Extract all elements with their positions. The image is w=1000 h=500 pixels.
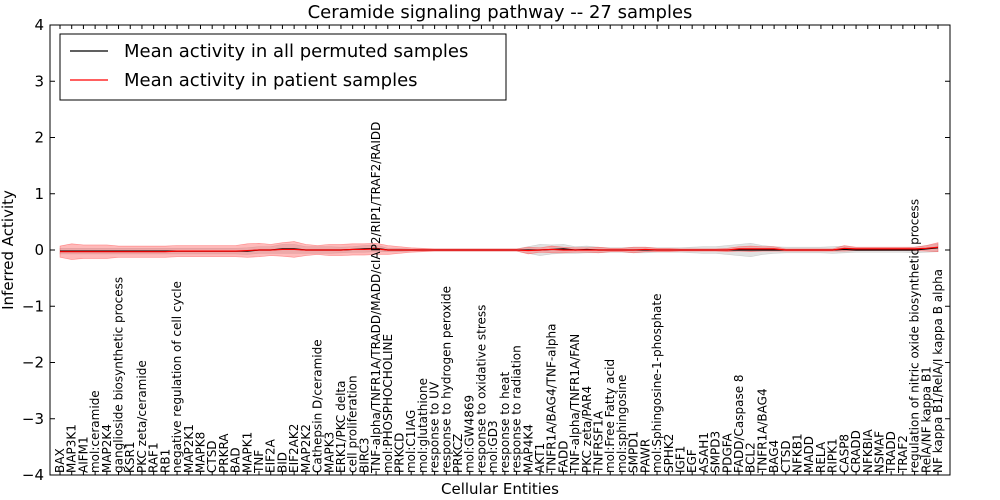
x-tick-label: mol:Free Fatty acid bbox=[603, 359, 617, 473]
x-tick-label: mol:GD3 bbox=[486, 420, 500, 473]
y-tick-label: 3 bbox=[34, 72, 44, 90]
x-tick-label: mol:C1IAG bbox=[404, 410, 418, 473]
x-tick-label: MAP2K1 bbox=[182, 424, 196, 473]
x-tick-label: SPHK2 bbox=[662, 434, 676, 473]
x-tick-label: PRKRA bbox=[217, 433, 231, 473]
x-tick-label: TNFR1A/BAG4 bbox=[755, 388, 769, 474]
x-tick-label: PKC zeta/ceramide bbox=[135, 360, 149, 473]
x-tick-label: PRKCD bbox=[392, 433, 406, 473]
y-tick-label: −2 bbox=[22, 354, 44, 372]
x-tick-label: ASAH1 bbox=[697, 432, 711, 473]
x-tick-label: regulation of nitric oxide biosynthetic … bbox=[908, 199, 922, 473]
x-tick-label: PRKCZ bbox=[451, 434, 465, 473]
x-tick-label: AIFM1 bbox=[76, 436, 90, 473]
y-tick-label: −1 bbox=[22, 297, 44, 315]
x-tick-label: TNF bbox=[252, 450, 266, 474]
x-tick-label: MAP3K1 bbox=[65, 424, 79, 473]
x-tick-label: EIF2AK2 bbox=[287, 424, 301, 473]
y-tick-label: 2 bbox=[34, 129, 44, 147]
plot-frame bbox=[49, 24, 951, 476]
x-tick-label: Cathepsin D/ceramide bbox=[311, 339, 325, 473]
x-tick-label: MAPK8 bbox=[193, 432, 207, 473]
x-tick-label: EIF2A bbox=[264, 438, 278, 473]
x-tick-label: RB1 bbox=[158, 449, 172, 473]
x-tick-label: BAG4 bbox=[767, 440, 781, 473]
x-tick-label: BIRC3 bbox=[357, 437, 371, 473]
x-tick-label: RAF1 bbox=[147, 442, 161, 473]
x-tick-label: response to heat bbox=[498, 371, 512, 473]
x-axis-label: Cellular Entities bbox=[441, 480, 559, 498]
x-tick-label: RIPK1 bbox=[826, 438, 840, 473]
x-tick-label: response to hydrogen peroxide bbox=[439, 286, 453, 473]
x-tick-label: TNF-alpha/TNFR1A/FAN bbox=[568, 334, 582, 474]
x-tick-label: mol:GW4869 bbox=[463, 395, 477, 473]
x-tick-label: NFKBIA bbox=[861, 428, 875, 473]
x-tick-label: TRAF2 bbox=[896, 435, 910, 474]
x-tick-label: RELA bbox=[814, 441, 828, 473]
x-tick-label: MADD bbox=[802, 436, 816, 473]
legend-box bbox=[59, 33, 507, 101]
x-tick-label: FADD/Caspase 8 bbox=[732, 374, 746, 473]
x-tick-label: FADD bbox=[556, 441, 570, 474]
y-tick-label: 0 bbox=[34, 241, 44, 259]
x-tick-label: BID bbox=[275, 452, 289, 473]
x-tick-label: BAD bbox=[229, 447, 243, 473]
x-tick-label: BCL2 bbox=[744, 442, 758, 473]
y-tick-label: 1 bbox=[34, 185, 44, 203]
x-tick-label: mol:glutathione bbox=[416, 378, 430, 473]
y-tick-label: −4 bbox=[22, 466, 44, 484]
legend-label-permuted: Mean activity in all permuted samples bbox=[124, 41, 468, 62]
x-tick-label: NFKB1 bbox=[791, 433, 805, 473]
x-tick-label: MAPK3 bbox=[322, 432, 336, 473]
x-tick-label: IGF1 bbox=[673, 446, 687, 473]
x-tick-label: TNFR1A/BAG4/TNF-alpha bbox=[545, 324, 559, 474]
y-tick-label: 4 bbox=[34, 16, 44, 34]
x-tick-label: mol:ceramide bbox=[88, 390, 102, 473]
x-tick-label: negative regulation of cell cycle bbox=[170, 281, 184, 473]
x-tick-label: MAP4K4 bbox=[521, 424, 535, 473]
x-tick-label: CRADD bbox=[849, 430, 863, 473]
x-tick-label: response to UV bbox=[428, 381, 442, 473]
legend-label-patient: Mean activity in patient samples bbox=[124, 70, 418, 91]
x-tick-label: cell proliferation bbox=[346, 375, 360, 473]
x-tick-label: CTSD bbox=[205, 440, 219, 473]
x-tick-label: SMPD3 bbox=[709, 431, 723, 473]
series-lines bbox=[60, 246, 939, 253]
x-tick-label: PDGFA bbox=[720, 432, 734, 473]
x-tick-label: RelA/NF kappa B1 bbox=[919, 366, 933, 473]
x-tick-label: PKC zeta/PAR4 bbox=[580, 386, 594, 473]
x-tick-label: BAX bbox=[53, 448, 67, 473]
x-ticks: BAXMAP3K1AIFM1mol:ceramideMAP2K4ganglios… bbox=[53, 25, 945, 475]
x-tick-label: MAP2K4 bbox=[100, 424, 114, 473]
x-tick-label: MAPK1 bbox=[240, 432, 254, 473]
x-tick-label: mol:sphingosine bbox=[615, 375, 629, 473]
x-tick-label: TRADD bbox=[884, 431, 898, 474]
x-tick-label: response to oxidative stress bbox=[474, 305, 488, 473]
x-tick-label: ganglioside biosynthetic process bbox=[112, 277, 126, 473]
x-tick-label: SMPD1 bbox=[627, 431, 641, 473]
x-tick-label: EGF bbox=[685, 449, 699, 473]
y-tick-label: −3 bbox=[22, 410, 44, 428]
x-tick-label: mol:Sphingosine-1-phosphate bbox=[650, 294, 664, 474]
x-tick-label: NF kappa B1/RelA/I kappa B alpha bbox=[931, 269, 945, 473]
x-tick-label: TNF-alpha/TNFR1A/TRADD/MADD/cIAP2/RIP1/T… bbox=[369, 122, 383, 474]
series-line-patient bbox=[60, 246, 939, 253]
legend: Mean activity in all permuted samples Me… bbox=[59, 33, 507, 101]
x-tick-label: NSMAF bbox=[872, 431, 886, 473]
x-tick-label: AKT1 bbox=[533, 443, 547, 473]
x-tick-label: response to radiation bbox=[510, 345, 524, 473]
chart-title: Ceramide signaling pathway -- 27 samples bbox=[308, 2, 693, 23]
x-tick-label: MAP2K2 bbox=[299, 424, 313, 473]
x-tick-label: PAWR bbox=[638, 439, 652, 473]
y-ticks: 4 3 2 1 0 −1 −2 −3 −4 bbox=[22, 16, 950, 484]
x-tick-label: TNFRSF1A bbox=[592, 410, 606, 474]
y-axis-label: Inferred Activity bbox=[0, 190, 17, 310]
x-tick-label: CTSD bbox=[779, 440, 793, 473]
x-tick-label: KSR1 bbox=[123, 442, 137, 473]
x-tick-label: CASP8 bbox=[837, 434, 851, 473]
x-tick-label: ERK1/PKC delta bbox=[334, 380, 348, 473]
x-tick-label: mol:PHOSPHOCHOLINE bbox=[381, 334, 395, 473]
